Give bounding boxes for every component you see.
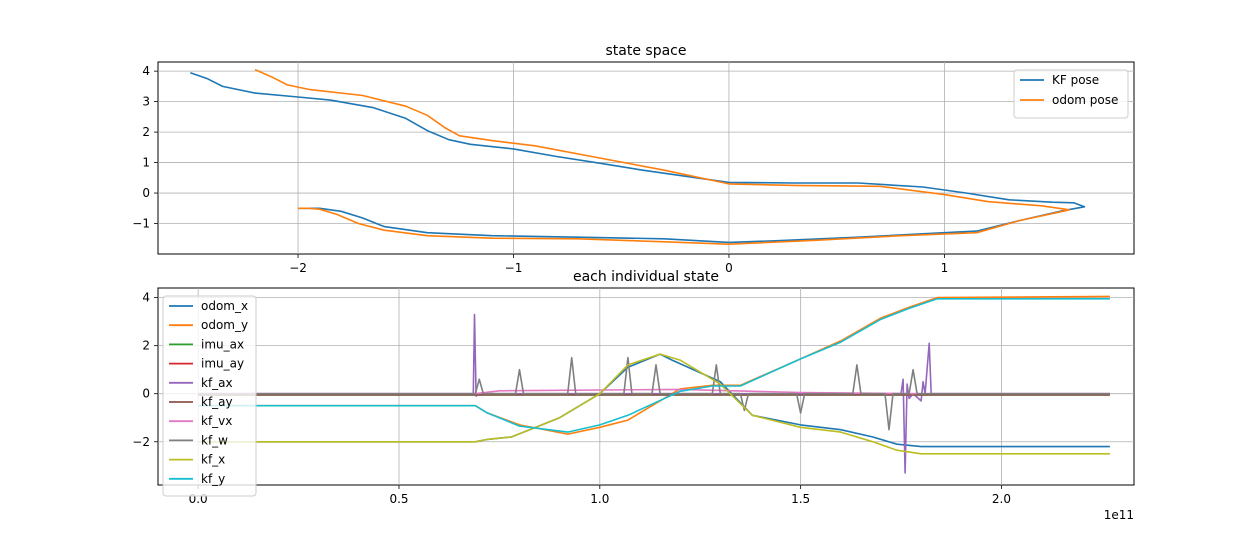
state-space-grid [158,62,1134,254]
x-tick-label: 0.5 [389,492,408,506]
series-line-kf_y [198,298,1110,433]
legend-label: kf_x [201,453,225,467]
state-space-ticks: −2 −1 0 1 −1 0 1 2 3 4 [132,64,948,275]
y-tick-label: −1 [132,217,150,231]
legend-label: odom pose [1052,93,1118,107]
series-line-odom-pose [254,68,1071,245]
y-tick-label: 2 [142,125,150,139]
legend-label: kf_y [201,472,225,486]
individual-state-title: each individual state [573,269,719,285]
state-space-plot-area [157,61,1135,255]
legend-label: kf_ay [201,395,233,409]
y-tick-label: 4 [142,64,150,78]
legend-label: odom_x [201,299,248,313]
y-tick-label: 2 [142,339,150,353]
state-space-series [190,68,1086,245]
series-line-odom_x [198,353,1110,448]
state-space-title: state space [606,43,687,59]
individual-state-plot-area [157,287,1135,486]
legend-box [1013,69,1129,119]
series-line-kf_w [198,356,1110,431]
legend-label: imu_ax [201,337,244,351]
y-tick-label: 4 [142,291,150,305]
individual-state-series [198,295,1110,474]
state-space-panel: −2 −1 0 1 −1 0 1 2 3 4 state space KF pose odom po… [132,43,1135,275]
legend-label: kf_w [201,433,228,447]
x-offset-label: 1e11 [1104,508,1134,522]
series-line-odom_y [198,295,1110,435]
y-tick-label: 0 [142,387,150,401]
x-tick-label: 2.0 [992,492,1011,506]
y-tick-label: −2 [132,435,150,449]
x-tick-label: −2 [289,261,307,275]
state-space-legend: KF pose odom pose [1013,69,1129,119]
x-tick-label: 1.5 [791,492,810,506]
legend-label: odom_y [201,318,248,332]
legend-box [162,295,257,497]
x-tick-label: 0 [725,261,733,275]
legend-label: kf_ax [201,376,233,390]
legend-label: KF pose [1052,73,1099,87]
y-tick-label: 1 [142,156,150,170]
x-tick-label: −1 [505,261,523,275]
x-tick-label: 1.0 [590,492,609,506]
series-line-kf_x [198,353,1110,455]
series-line-kf_ax [198,313,1110,474]
legend-label: kf_vx [201,414,232,428]
y-tick-label: 0 [142,186,150,200]
x-tick-label: 1 [941,261,949,275]
y-tick-label: 3 [142,95,150,109]
legend-label: imu_ay [201,357,244,371]
individual-state-grid [158,288,1134,485]
individual-state-legend: odom_x odom_y imu_ax imu_ay kf_ax kf_ay kf_vxk… [162,295,257,497]
series-line-kf-pose [190,71,1086,244]
